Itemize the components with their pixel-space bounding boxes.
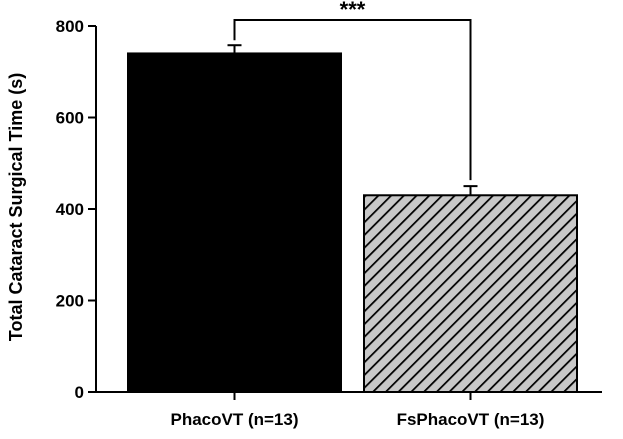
y-tick-label: 0 <box>75 383 84 402</box>
x-axis: PhacoVT (n=13) FsPhacoVT (n=13) <box>95 391 602 429</box>
bar <box>363 194 578 393</box>
y-axis-title: Total Cataract Surgical Time (s) <box>6 73 26 341</box>
y-tick-label: 800 <box>56 17 84 36</box>
significance-bracket: *** <box>233 0 472 181</box>
bars <box>127 44 578 393</box>
y-tick-label: 400 <box>56 200 84 219</box>
significance-line <box>233 19 472 181</box>
y-tick-label: 600 <box>56 109 84 128</box>
x-tick-label: PhacoVT (n=13) <box>170 410 298 429</box>
y-tick-label: 200 <box>56 292 84 311</box>
bar <box>127 52 342 393</box>
significance-label: *** <box>340 0 366 22</box>
y-axis: 0 200 400 600 800 <box>56 17 97 402</box>
x-tick-label: FsPhacoVT (n=13) <box>397 410 545 429</box>
